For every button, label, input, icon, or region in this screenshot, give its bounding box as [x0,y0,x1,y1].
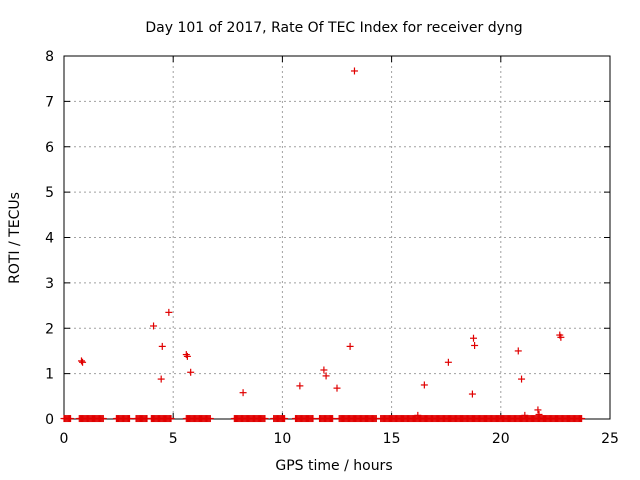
data-point [414,411,422,419]
y-tick-label: 4 [45,231,54,247]
data-point [183,352,191,360]
baseline-point [309,415,317,423]
data-point [79,358,87,366]
tick-layer: 0 5 10 15 20 25 0 1 2 3 4 5 6 7 8 [45,49,619,447]
data-point [165,308,173,316]
x-tick-label: 10 [273,431,291,447]
data-point [150,322,158,330]
x-tick-label: 25 [601,431,619,447]
data-point [322,372,330,380]
data-point [157,375,165,383]
data-point [444,358,452,366]
data-points [60,67,586,423]
baseline-point [167,415,175,423]
y-axis-label: ROTI / TECUs [7,192,23,284]
baseline-point [329,415,337,423]
data-point [468,390,476,398]
data-point [158,342,166,350]
baseline-point [206,415,214,423]
x-tick-label: 20 [492,431,510,447]
data-point [470,334,477,342]
baseline-point [67,415,75,423]
baseline-point [99,415,107,423]
chart-title: Day 101 of 2017, Rate Of TEC Index for r… [145,20,522,36]
data-point [187,368,195,376]
y-tick-label: 0 [45,412,54,428]
data-point [534,406,542,414]
y-tick-label: 8 [45,49,54,65]
y-tick-label: 7 [45,94,54,110]
data-point [296,382,304,390]
y-tick-label: 6 [45,140,54,156]
data-point [77,357,85,365]
x-axis-label: GPS time / hours [275,458,392,474]
grid-layer [64,56,610,419]
y-tick-label: 3 [45,276,54,292]
x-tick-label: 5 [169,431,178,447]
baseline-point [281,415,289,423]
data-point [346,342,354,350]
y-tick-label: 5 [45,185,54,201]
data-point [239,389,247,397]
data-point [518,375,526,383]
data-point [350,67,358,75]
data-point [420,381,428,389]
data-point [535,410,543,418]
baseline-point [578,415,586,423]
y-tick-label: 1 [45,367,54,383]
data-point [557,333,565,341]
data-point [514,347,522,355]
x-tick-label: 15 [383,431,401,447]
x-tick-label: 0 [60,431,69,447]
data-point [333,384,341,392]
data-point [182,351,190,359]
baseline-point [126,415,134,423]
data-point [471,341,479,349]
data-point [521,411,529,419]
y-tick-label: 2 [45,321,54,337]
data-point [320,366,328,374]
baseline-point [261,415,269,423]
